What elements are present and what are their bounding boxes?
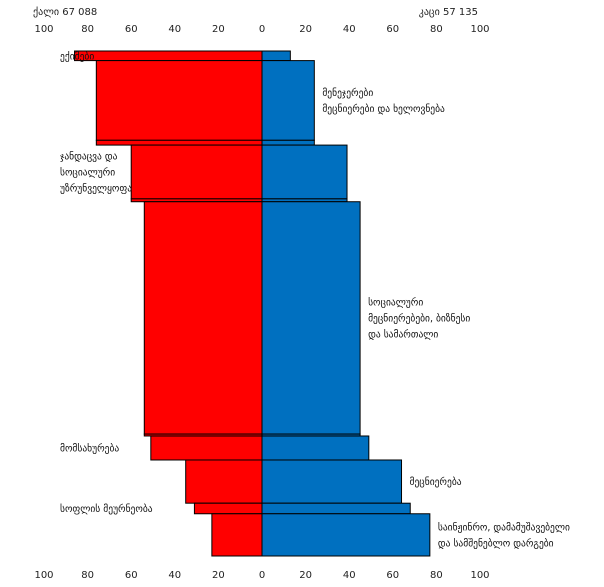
x-tick-label-top: 40 (168, 24, 181, 35)
x-tick-label-bottom: 40 (168, 570, 181, 581)
bar-right (261, 144, 348, 200)
category-label: სოფლის მეურნეობა (60, 504, 153, 515)
category-label-line: მეცნიერები და ხელოვნება (322, 104, 445, 115)
category-label: მენეჯერები მეცნიერები და ხელოვნება (322, 88, 445, 115)
category-label: სოციალური მეცნიერებები, ბიზნესი და სამართა… (368, 297, 470, 340)
bar-left (130, 144, 263, 200)
bar-left (185, 459, 263, 504)
x-tick-label-top: 100 (34, 24, 53, 35)
bar-right (261, 60, 315, 141)
category-label-line: და სამშენებლო დარგები (438, 538, 554, 549)
bars (74, 50, 431, 557)
bar-left (95, 139, 263, 146)
x-tick-label-bottom: 100 (34, 570, 53, 581)
x-tick-label-bottom: 60 (386, 570, 399, 581)
category-label-line: მეცნიერება (410, 477, 462, 488)
bar-right (261, 459, 403, 504)
x-tick-label-top: 20 (212, 24, 225, 35)
x-tick-label-bottom: 0 (259, 570, 265, 581)
category-label: ჯანდაცვა და სოციალური უზრუნველყოფა (60, 152, 132, 195)
x-tick-label-bottom: 100 (470, 570, 489, 581)
category-label-line: ექიმები (60, 51, 94, 62)
left-header: ქალი 67 088 (33, 6, 97, 18)
category-label-line: მენეჯერები (322, 88, 373, 99)
category-label-line: სოციალური (368, 297, 423, 308)
x-tick-label-top: 80 (81, 24, 94, 35)
category-label-line: საინჟინრო, დამამუშავებელი (438, 522, 570, 533)
bar-right (261, 201, 361, 435)
category-label-line: სოციალური (60, 168, 115, 179)
category-label: მეცნიერება (410, 477, 462, 488)
category-label-line: მომსახურება (60, 444, 119, 455)
right-header: კაცი 57 135 (419, 7, 478, 18)
bottom-axis: 100 80 60 40 20 0 20 40 60 80 100 (34, 570, 489, 581)
bar-right (261, 513, 431, 557)
x-tick-label-bottom: 20 (212, 570, 225, 581)
bar-left (211, 513, 263, 557)
x-tick-label-top: 60 (386, 24, 399, 35)
category-label-line: და სამართალი (368, 329, 438, 340)
category-label-line: ჯანდაცვა და (60, 152, 118, 163)
bar-left (150, 435, 263, 461)
category-label-line: მეცნიერებები, ბიზნესი (368, 313, 470, 324)
bar-left (143, 201, 263, 435)
x-tick-label-top: 20 (299, 24, 312, 35)
category-labels: ექიმები მენეჯერები მეცნიერები და ხელოვნება… (60, 51, 570, 549)
top-axis: 100 80 60 40 20 0 20 40 60 80 100 (34, 24, 489, 35)
category-label: ექიმები (60, 51, 94, 62)
category-label-line: სოფლის მეურნეობა (60, 504, 153, 515)
x-tick-label-top: 80 (430, 24, 443, 35)
x-tick-label-bottom: 80 (81, 570, 94, 581)
category-label: საინჟინრო, დამამუშავებელი და სამშენებლო დ… (438, 522, 570, 549)
x-tick-label-bottom: 20 (299, 570, 312, 581)
x-tick-label-bottom: 80 (430, 570, 443, 581)
x-tick-label-top: 60 (125, 24, 138, 35)
x-tick-label-bottom: 60 (125, 570, 138, 581)
category-label-line: უზრუნველყოფა (60, 184, 132, 195)
bar-right (261, 50, 291, 62)
bar-left (74, 50, 263, 62)
x-tick-label-top: 40 (343, 24, 356, 35)
bar-left (95, 60, 263, 141)
x-tick-label-top: 100 (470, 24, 489, 35)
category-label: მომსახურება (60, 444, 119, 455)
bar-left (193, 502, 263, 515)
bar-right (261, 502, 411, 515)
bar-right (261, 435, 370, 461)
x-tick-label-top: 0 (259, 24, 265, 35)
x-tick-label-bottom: 40 (343, 570, 356, 581)
bar-right (261, 139, 315, 146)
